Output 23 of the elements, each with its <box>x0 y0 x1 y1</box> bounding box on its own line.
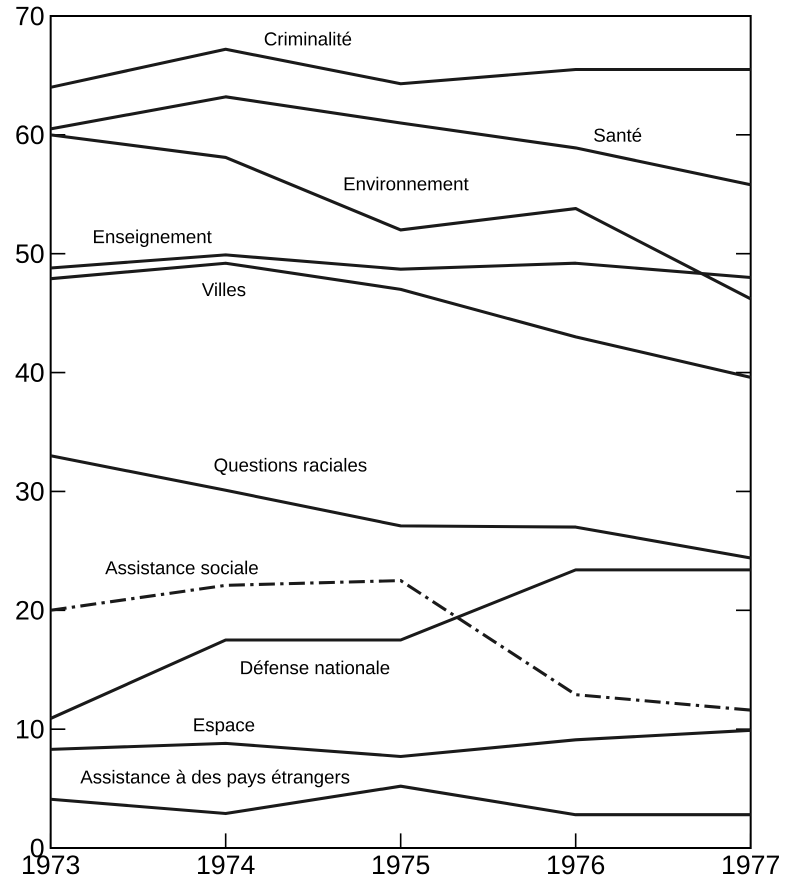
y-tick-label: 40 <box>16 363 44 382</box>
x-tick-label: 1975 <box>373 855 430 874</box>
series-label: Environnement <box>344 176 469 190</box>
y-tick-label: 50 <box>16 244 44 264</box>
y-tick-label: 30 <box>16 482 44 501</box>
series-label: Espace <box>194 718 254 736</box>
series-label: Villes <box>202 282 246 296</box>
series-label: Santé <box>594 128 642 142</box>
x-tick-label: 1976 <box>548 855 604 874</box>
series-label: Questions raciales <box>214 458 366 475</box>
x-tick-label: 1977 <box>723 855 779 874</box>
series-label: Enseignement <box>94 230 212 247</box>
series-label: Assistance sociale <box>105 560 258 574</box>
y-tick-label: 70 <box>16 6 44 26</box>
y-tick-label: 20 <box>16 600 44 620</box>
x-tick-label: 1974 <box>198 855 255 874</box>
y-tick-label: 0 <box>30 838 44 858</box>
y-tick-label: 60 <box>16 125 44 144</box>
y-tick-label: 10 <box>16 720 44 739</box>
series-label: Assistance à des pays étrangers <box>80 770 350 788</box>
series-label: Criminalité <box>264 32 352 46</box>
x-tick-label: 1973 <box>23 855 80 874</box>
series-label: Défense nationale <box>241 660 390 674</box>
